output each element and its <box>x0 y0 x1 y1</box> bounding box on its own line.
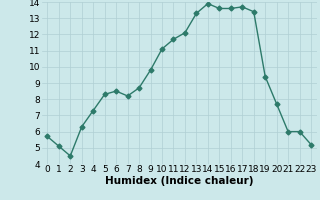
X-axis label: Humidex (Indice chaleur): Humidex (Indice chaleur) <box>105 176 253 186</box>
